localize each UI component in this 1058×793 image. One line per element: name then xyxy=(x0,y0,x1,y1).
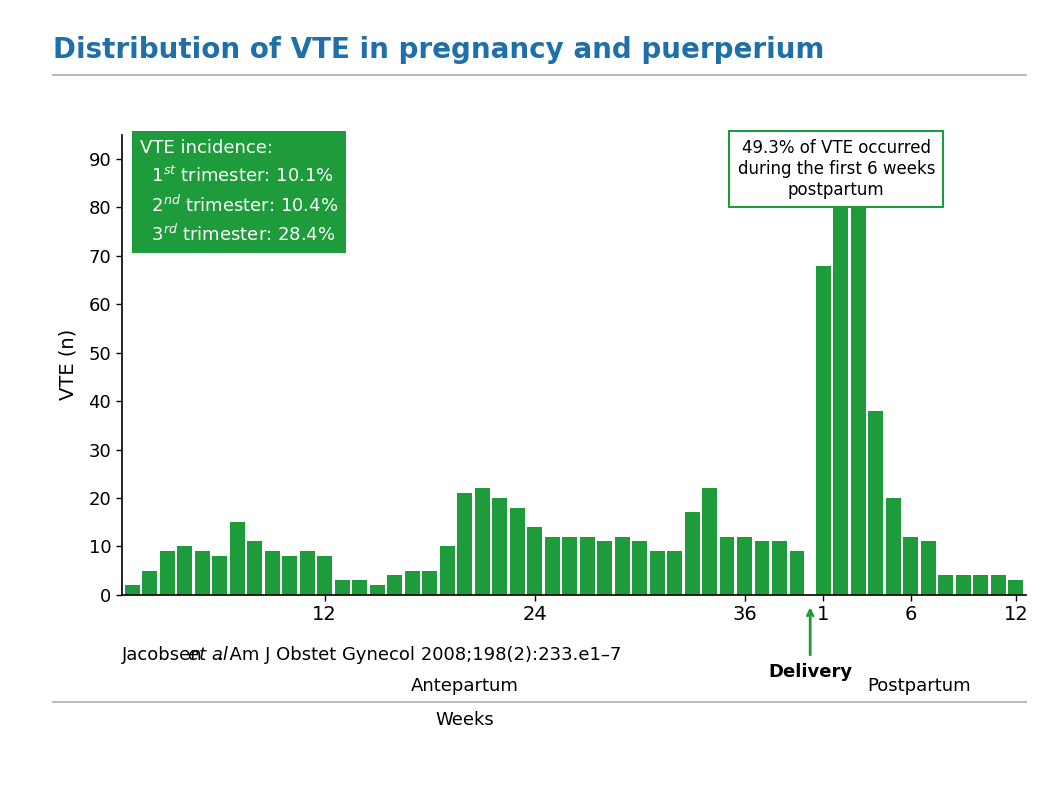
Bar xyxy=(317,556,332,595)
Bar xyxy=(703,488,717,595)
Bar xyxy=(955,576,970,595)
Bar xyxy=(248,542,262,595)
Text: 49.3% of VTE occurred
during the first 6 weeks
postpartum: 49.3% of VTE occurred during the first 6… xyxy=(737,140,935,199)
Bar xyxy=(772,542,787,595)
Bar xyxy=(230,522,244,595)
Bar xyxy=(904,537,918,595)
Bar xyxy=(527,527,542,595)
Bar xyxy=(632,542,647,595)
Bar xyxy=(973,576,988,595)
Bar xyxy=(299,551,314,595)
Bar xyxy=(142,570,157,595)
Bar xyxy=(650,551,664,595)
Bar xyxy=(1008,580,1023,595)
Bar xyxy=(213,556,227,595)
Bar xyxy=(440,546,455,595)
Text: Weeks: Weeks xyxy=(435,711,494,729)
Text: VTE incidence:
  1$^{st}$ trimester: 10.1%
  2$^{nd}$ trimester: 10.4%
  3$^{rd}: VTE incidence: 1$^{st}$ trimester: 10.1%… xyxy=(140,140,338,245)
Bar xyxy=(404,570,420,595)
Bar xyxy=(991,576,1006,595)
Bar xyxy=(334,580,349,595)
Bar xyxy=(264,551,279,595)
Bar xyxy=(492,498,507,595)
Bar xyxy=(886,498,900,595)
Bar xyxy=(545,537,560,595)
Bar xyxy=(851,174,865,595)
Text: . Am J Obstet Gynecol 2008;198(2):233.e1–7: . Am J Obstet Gynecol 2008;198(2):233.e1… xyxy=(218,646,621,665)
Bar xyxy=(510,508,525,595)
Bar xyxy=(615,537,630,595)
Text: Postpartum: Postpartum xyxy=(868,677,971,695)
Bar xyxy=(282,556,297,595)
Bar xyxy=(580,537,595,595)
Bar xyxy=(834,159,849,595)
Bar xyxy=(816,266,831,595)
Bar xyxy=(754,542,769,595)
Bar xyxy=(719,537,734,595)
Bar xyxy=(737,537,752,595)
Text: et al: et al xyxy=(188,646,229,665)
Bar xyxy=(160,551,175,595)
Bar xyxy=(938,576,953,595)
Bar xyxy=(457,493,472,595)
Bar xyxy=(562,537,577,595)
Bar xyxy=(685,512,699,595)
Bar xyxy=(387,576,402,595)
Text: Antepartum: Antepartum xyxy=(411,677,518,695)
Bar xyxy=(422,570,437,595)
Text: Delivery: Delivery xyxy=(768,662,853,680)
Bar xyxy=(668,551,682,595)
Bar xyxy=(178,546,193,595)
Bar xyxy=(789,551,804,595)
Y-axis label: VTE (n): VTE (n) xyxy=(58,329,77,400)
Bar xyxy=(597,542,612,595)
Text: Jacobsen: Jacobsen xyxy=(122,646,208,665)
Bar xyxy=(352,580,367,595)
Bar xyxy=(869,411,883,595)
Bar xyxy=(920,542,935,595)
Text: Distribution of VTE in pregnancy and puerperium: Distribution of VTE in pregnancy and pue… xyxy=(53,36,824,63)
Bar xyxy=(195,551,209,595)
Bar xyxy=(125,585,140,595)
Bar xyxy=(475,488,490,595)
Bar xyxy=(369,585,384,595)
